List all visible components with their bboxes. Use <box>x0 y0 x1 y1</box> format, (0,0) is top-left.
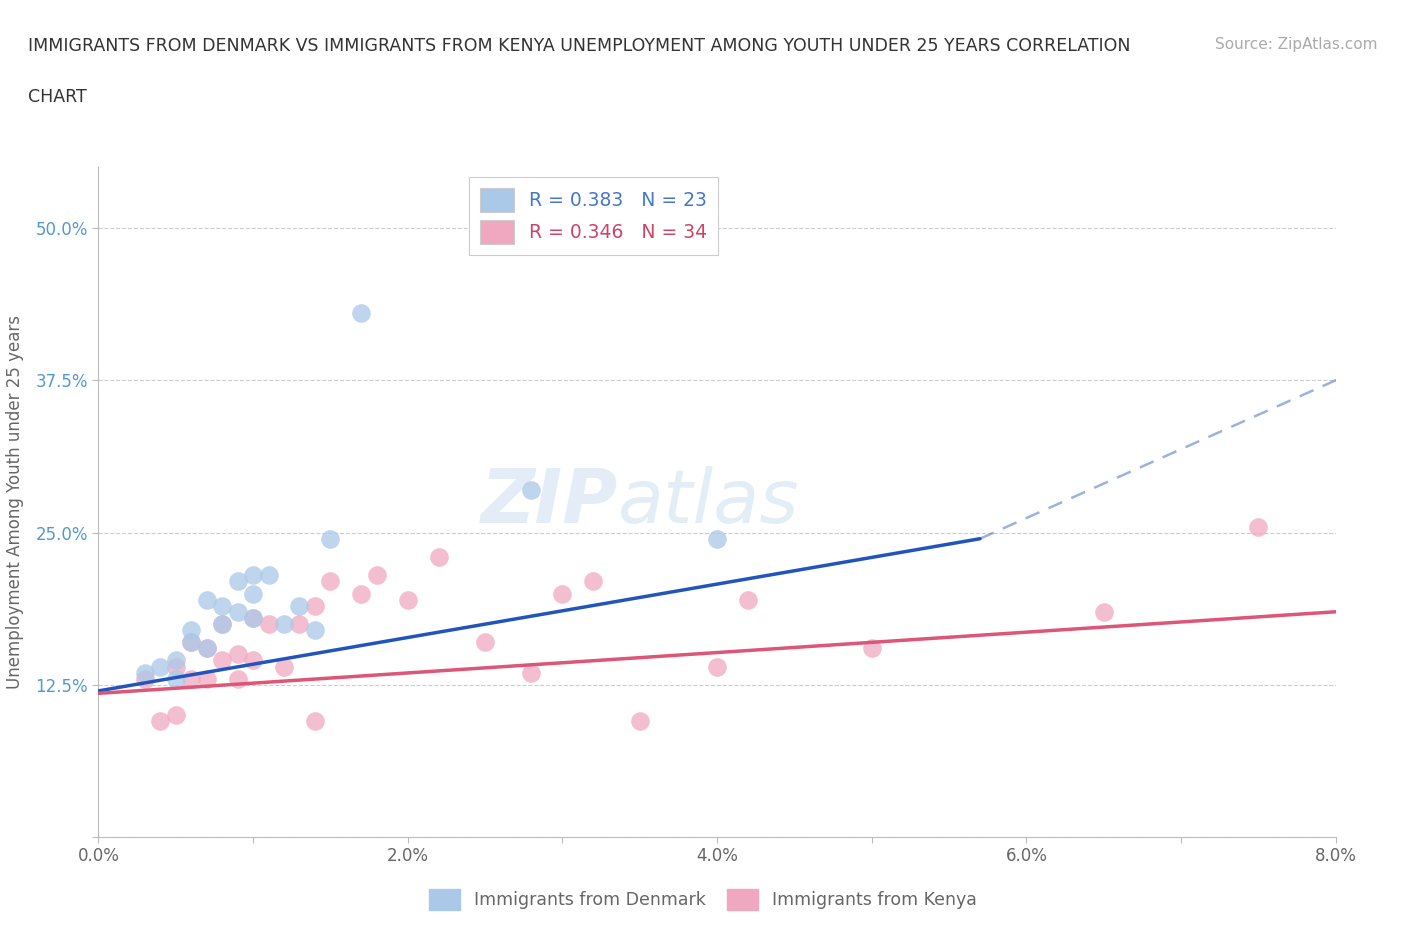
Point <box>149 659 172 674</box>
Point <box>396 592 419 607</box>
Text: atlas: atlas <box>619 466 800 538</box>
Point <box>551 586 574 601</box>
Point <box>582 574 605 589</box>
Point <box>242 610 264 625</box>
Point <box>319 531 342 546</box>
Point <box>520 483 543 498</box>
Point <box>226 647 249 662</box>
Point <box>195 641 218 656</box>
Point <box>211 653 233 668</box>
Point <box>366 568 388 583</box>
Point <box>180 635 202 650</box>
Point <box>860 641 883 656</box>
Point <box>165 659 187 674</box>
Point <box>474 635 496 650</box>
Point <box>350 306 373 321</box>
Point <box>165 708 187 723</box>
Point <box>257 617 280 631</box>
Legend: Immigrants from Denmark, Immigrants from Kenya: Immigrants from Denmark, Immigrants from… <box>422 882 984 917</box>
Point <box>211 617 233 631</box>
Point <box>242 653 264 668</box>
Point <box>288 598 311 613</box>
Point <box>427 550 450 565</box>
Point <box>1247 519 1270 534</box>
Point <box>180 671 202 686</box>
Point <box>149 714 172 729</box>
Point <box>211 598 233 613</box>
Point <box>273 617 295 631</box>
Point <box>195 641 218 656</box>
Point <box>1092 604 1115 619</box>
Point <box>304 714 326 729</box>
Point <box>319 574 342 589</box>
Point <box>242 586 264 601</box>
Point <box>226 671 249 686</box>
Point <box>273 659 295 674</box>
Text: IMMIGRANTS FROM DENMARK VS IMMIGRANTS FROM KENYA UNEMPLOYMENT AMONG YOUTH UNDER : IMMIGRANTS FROM DENMARK VS IMMIGRANTS FR… <box>28 37 1130 55</box>
Point <box>706 659 728 674</box>
Y-axis label: Unemployment Among Youth under 25 years: Unemployment Among Youth under 25 years <box>6 315 24 689</box>
Point <box>304 622 326 637</box>
Point <box>242 610 264 625</box>
Point <box>195 671 218 686</box>
Point <box>520 665 543 680</box>
Text: CHART: CHART <box>28 88 87 106</box>
Point <box>165 653 187 668</box>
Legend: R = 0.383   N = 23, R = 0.346   N = 34: R = 0.383 N = 23, R = 0.346 N = 34 <box>468 177 718 255</box>
Point <box>226 574 249 589</box>
Text: ZIP: ZIP <box>481 466 619 538</box>
Point <box>288 617 311 631</box>
Point <box>737 592 759 607</box>
Point <box>226 604 249 619</box>
Point <box>165 671 187 686</box>
Point <box>134 665 156 680</box>
Point <box>211 617 233 631</box>
Point <box>242 568 264 583</box>
Text: Source: ZipAtlas.com: Source: ZipAtlas.com <box>1215 37 1378 52</box>
Point <box>350 586 373 601</box>
Point <box>304 598 326 613</box>
Point <box>195 592 218 607</box>
Point <box>180 622 202 637</box>
Point <box>134 671 156 686</box>
Point <box>706 531 728 546</box>
Point <box>257 568 280 583</box>
Point <box>628 714 651 729</box>
Point <box>180 635 202 650</box>
